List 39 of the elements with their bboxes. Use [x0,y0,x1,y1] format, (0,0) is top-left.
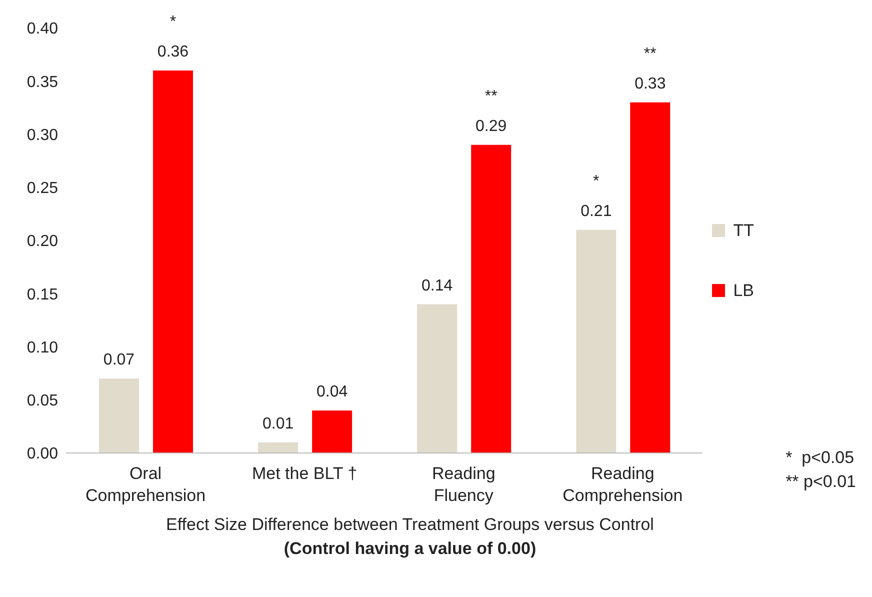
text: (Control having a value of 0.00) [282,538,538,560]
y-tick-label: 0.10 [26,339,58,356]
x-tick-label: Met the BLT † [252,464,358,483]
x-tick-label: Reading Fluency [432,464,496,505]
text: ** p<0.01 [786,471,856,493]
annotation: ** [644,45,656,62]
x-tick-label: Reading Comprehension [562,464,683,505]
legend-label: LB [733,280,754,302]
annotation: ** [484,88,498,105]
bar [471,144,512,453]
data-label: 0.14 [422,277,453,294]
y-tick-label: 0.25 [26,180,58,198]
bar [630,102,670,453]
y-tick-label: 0.35 [26,74,58,91]
y-tick-label: 0.40 [26,20,58,38]
annotation: * [170,14,176,30]
x-tick-label: Oral Comprehension [86,464,206,505]
data-label: 0.33 [634,75,666,92]
bar [576,230,616,453]
bar [258,442,298,453]
data-label: 0.36 [157,44,189,60]
y-tick-label: 0.05 [26,392,58,410]
x-axis-title: Effect Size Difference between Treatment Groups versus Control [165,514,655,536]
data-label: 0.21 [580,202,612,220]
bar [417,304,458,453]
bar [99,378,139,453]
data-label: 0.07 [103,352,135,369]
y-tick-label: 0.15 [26,286,58,304]
legend-label: TT [733,220,754,242]
data-label: 0.29 [476,118,507,135]
text: * p<0.05 [786,447,856,469]
y-tick-label: 0.20 [26,233,58,250]
y-tick-label: 0.00 [26,446,58,463]
data-label: 0.01 [262,415,294,432]
annotation: * [593,172,600,190]
y-tick-label: 0.30 [26,126,58,144]
bar [312,410,352,453]
data-label: 0.04 [316,384,348,400]
bar [153,70,193,453]
